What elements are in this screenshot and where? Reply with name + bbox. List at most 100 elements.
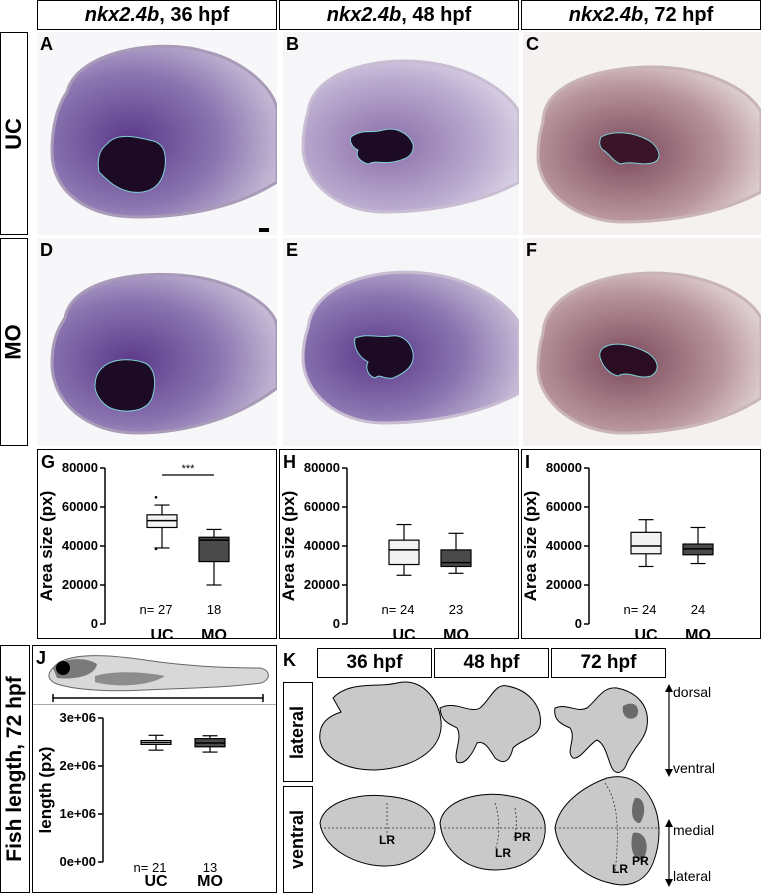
y-tick-label: 0	[91, 616, 98, 631]
y-tick-label: 60000	[62, 499, 98, 514]
panel-letter-h: H	[283, 452, 296, 472]
embryo-illustration	[536, 65, 761, 224]
axis-label-lateral: lateral	[673, 868, 712, 884]
label-lr-36: LR	[379, 833, 395, 847]
axis-label-dorsal: dorsal	[673, 684, 712, 700]
category-label: UC	[144, 873, 168, 890]
y-tick-label: 2e+06	[59, 758, 96, 773]
stage-label: , 48 hpf	[401, 3, 472, 26]
panel-letter-f: F	[526, 240, 537, 260]
embryo-illustration	[50, 272, 277, 435]
box-mo	[440, 549, 472, 568]
category-label: MO	[443, 627, 469, 638]
y-tick-label: 80000	[304, 460, 340, 475]
embryo-illustration	[50, 44, 277, 232]
label-pr-48: PR	[514, 830, 531, 844]
j-title: Fish length, 72 hpf	[3, 676, 27, 862]
significance-label: ***	[182, 463, 196, 475]
y-tick-label: 20000	[62, 577, 98, 592]
k-shape-lateral-72	[554, 687, 648, 773]
micrograph-panel-e: E	[283, 238, 519, 446]
chart-panel-g: G 0 20000 40000 60000 80000 Area size (px) UC n…	[37, 449, 277, 639]
box-uc	[630, 531, 662, 555]
y-tick-label: 3e+06	[59, 710, 96, 725]
micrograph-panel-a: A	[37, 32, 277, 235]
axis-label-ventral: ventral	[673, 760, 716, 776]
y-tick-label: 0e+00	[59, 854, 96, 869]
y-tick-label: 0	[575, 616, 582, 631]
panel-letter-b: B	[286, 34, 299, 54]
y-tick-label: 60000	[546, 499, 582, 514]
y-tick-label: 40000	[304, 538, 340, 553]
y-axis-label: length (px)	[36, 747, 55, 834]
category-label: MO	[201, 627, 227, 638]
k-shape-lateral-36	[319, 681, 442, 771]
panel-letter-d: D	[40, 240, 53, 260]
k-shape-ventral-72	[554, 776, 660, 886]
box-uc	[388, 539, 420, 566]
label-pr-72: PR	[632, 854, 649, 868]
outlier-point	[154, 547, 158, 551]
k-header-48hpf: 48 hpf	[434, 648, 549, 678]
y-tick-label: 20000	[546, 577, 582, 592]
k-header-72hpf: 72 hpf	[551, 648, 666, 678]
box-plot-i: 0 20000 40000 60000 80000 Area size (px) UC n= …	[522, 460, 714, 638]
panel-letter-c: C	[526, 34, 539, 54]
y-axis-label: Area size (px)	[522, 491, 540, 602]
j-divider	[33, 704, 276, 705]
category-label: MO	[685, 627, 711, 638]
k-schematics	[319, 681, 673, 887]
micrograph-panel-b: B	[283, 32, 519, 235]
panel-letter-e: E	[286, 240, 299, 260]
k-header-36hpf: 36 hpf	[317, 648, 432, 678]
y-tick-label: 80000	[546, 460, 582, 475]
box-mo	[198, 536, 230, 563]
category-label: MO	[197, 873, 223, 890]
label-lr-48: LR	[495, 846, 511, 860]
n-label: 23	[449, 602, 463, 617]
y-tick-label: 80000	[62, 460, 98, 475]
y-tick-label: 0	[333, 616, 340, 631]
y-tick-label: 40000	[546, 538, 582, 553]
y-axis-label: Area size (px)	[280, 491, 298, 602]
embryo-illustration	[536, 271, 761, 435]
fish-illustration	[48, 655, 269, 702]
embryo-illustration	[301, 59, 519, 214]
n-label: 18	[207, 602, 221, 617]
n-label: n= 21	[134, 860, 167, 875]
header-48hpf: nkx2.4b, 48 hpf	[279, 0, 519, 30]
panel-letter-g: G	[41, 452, 56, 472]
micrograph-panel-f: F	[523, 238, 761, 446]
axis-label-medial: medial	[673, 822, 715, 838]
panel-letter-a: A	[40, 34, 53, 54]
k-row-ventral: ventral	[283, 786, 313, 893]
y-axis-label: Area size (px)	[38, 491, 56, 602]
chart-panel-j: J 0e+00 1e+06 2e+06 3e+06 length (px) UC n= 21…	[32, 645, 277, 893]
embryo-illustration	[301, 270, 519, 425]
n-label: n= 24	[382, 602, 415, 617]
n-label: n= 27	[140, 602, 173, 617]
stage-label: , 36 hpf	[159, 3, 230, 26]
chart-panel-h: H 0 20000 40000 60000 80000 Area size (px) UC n…	[279, 449, 519, 639]
y-tick-label: 40000	[62, 538, 98, 553]
category-label: UC	[150, 627, 174, 638]
k-shape-ventral-48	[439, 793, 546, 871]
row-label-mo: MO	[0, 238, 28, 446]
header-72hpf: nkx2.4b, 72 hpf	[521, 0, 761, 30]
box-plot-j: 0e+00 1e+06 2e+06 3e+06 length (px) UCn= 21 MO…	[36, 710, 226, 890]
k-shape-ventral-36	[319, 794, 436, 867]
header-36hpf: nkx2.4b, 36 hpf	[37, 0, 277, 30]
gene-name: nkx2.4b	[84, 3, 160, 26]
panel-letter-i: I	[525, 452, 531, 472]
chart-panel-i: I 0 20000 40000 60000 80000 Area size (px) UC n…	[521, 449, 761, 639]
n-label: n= 24	[624, 602, 657, 617]
box-plot-g: 0 20000 40000 60000 80000 Area size (px) UC n= …	[38, 460, 230, 638]
outlier-point	[154, 495, 158, 499]
panel-letter-k: K	[283, 650, 296, 670]
micrograph-panel-c: C	[523, 32, 761, 235]
category-label: UC	[634, 627, 658, 638]
j-title-box: Fish length, 72 hpf	[0, 645, 30, 893]
gene-name: nkx2.4b	[568, 3, 644, 26]
panel-letter-j: J	[36, 648, 47, 668]
y-tick-label: 1e+06	[59, 806, 96, 821]
